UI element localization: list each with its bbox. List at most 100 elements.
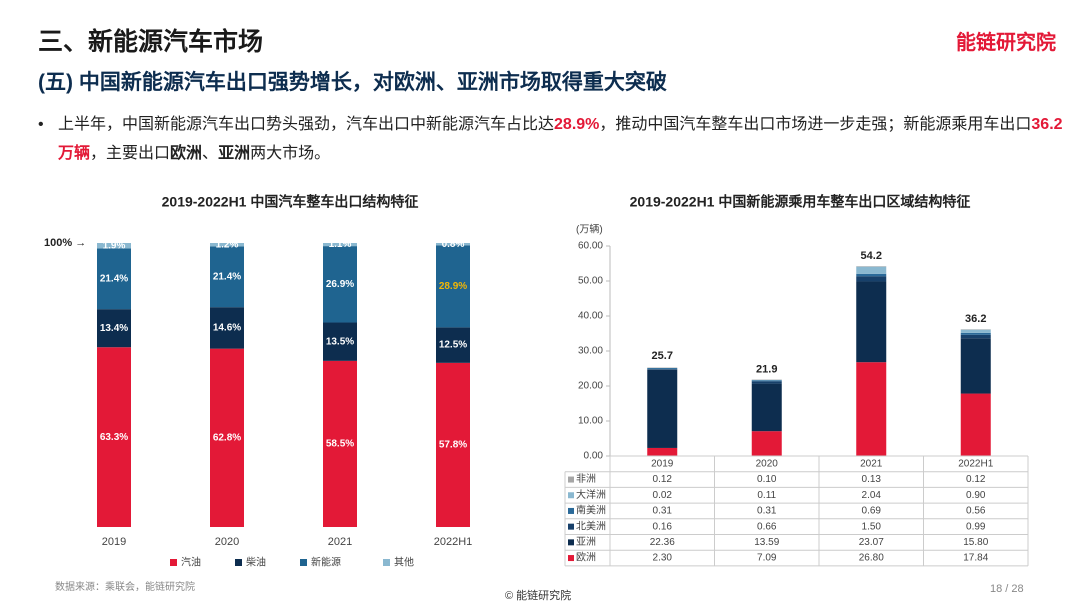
value-label: 1.1%	[329, 239, 352, 250]
table-cell: 0.31	[653, 506, 673, 517]
bar-segment	[751, 381, 782, 384]
total-label: 54.2	[861, 250, 882, 262]
bar-segment	[856, 362, 887, 456]
table-cell: 0.02	[653, 490, 673, 501]
bar-segment	[856, 273, 887, 277]
total-label: 21.9	[756, 363, 777, 375]
value-label: 63.3%	[100, 432, 128, 443]
x-tick-label: 2022H1	[434, 536, 473, 548]
bar-segment	[210, 246, 244, 308]
bar-segment	[97, 309, 131, 348]
value-label: 57.8%	[439, 440, 467, 451]
table-cell: 15.80	[963, 537, 988, 548]
bar-segment	[436, 243, 470, 246]
value-label: 62.8%	[213, 432, 241, 443]
table-cell: 0.16	[653, 521, 673, 532]
table-cell: 0.69	[862, 506, 882, 517]
logo: 能链研究院	[956, 32, 1056, 54]
legend-swatch	[170, 559, 177, 566]
bar-segment	[210, 243, 244, 247]
legend-label: 汽油	[181, 556, 201, 569]
legend-swatch	[568, 523, 574, 530]
y-tick-label: 40.00	[578, 311, 603, 322]
row-label: 大洋洲	[576, 488, 606, 501]
axis-title: (万辆)	[576, 223, 603, 236]
table-cell: 0.90	[966, 490, 986, 501]
value-label: 26.9%	[326, 279, 354, 290]
bar-segment	[647, 369, 678, 448]
page-number: 18 / 28	[990, 583, 1024, 595]
chart-title: 2019-2022H1 中国新能源乘用车整车出口区域结构特征	[630, 194, 971, 210]
text: 、	[202, 145, 219, 162]
x-tick-label: 2021	[328, 536, 352, 548]
table-cell: 0.13	[862, 474, 882, 485]
bar-segment	[856, 266, 887, 274]
chart-title: 2019-2022H1 中国汽车整车出口结构特征	[162, 194, 419, 210]
bar-segment	[323, 243, 357, 247]
table-cell: 0.10	[757, 474, 777, 485]
bar-segment	[960, 332, 991, 335]
bar-segment	[97, 248, 131, 310]
legend-swatch	[568, 539, 574, 546]
text: ，主要出口	[90, 145, 171, 162]
row-label: 欧洲	[576, 552, 596, 564]
table-cell: 0.11	[757, 490, 776, 501]
copyright: © 能链研究院	[505, 590, 572, 602]
table-cell: 0.12	[966, 474, 986, 485]
table-cell: 0.31	[757, 506, 777, 517]
table-cell: 17.84	[963, 553, 988, 564]
x-tick-label: 2020	[215, 536, 239, 548]
text: 两大市场。	[250, 145, 331, 162]
legend-swatch	[568, 476, 574, 483]
table-cell: 0.56	[966, 506, 986, 517]
source: 数据来源：乘联会，能链研究院	[55, 582, 195, 593]
legend-swatch	[235, 559, 242, 566]
value-label: 13.4%	[100, 323, 128, 334]
bar-segment	[960, 393, 991, 456]
y-tick-label: 20.00	[578, 381, 603, 392]
legend-swatch	[568, 507, 574, 514]
legend-swatch	[568, 555, 574, 562]
x-tick-label: 2021	[860, 458, 883, 469]
bar-segment	[751, 380, 782, 382]
value-label: 13.5%	[326, 336, 354, 347]
row-label: 北美洲	[576, 519, 606, 532]
x-tick-label: 2020	[756, 458, 779, 469]
highlight: 28.9%	[554, 116, 600, 133]
bar-segment	[647, 369, 678, 370]
table-cell: 7.09	[757, 553, 777, 564]
bar-segment	[436, 327, 470, 363]
bar-segment	[647, 368, 678, 370]
value-label: 28.9%	[439, 281, 467, 292]
bar-segment	[960, 338, 991, 394]
legend-swatch	[300, 559, 307, 566]
legend-label: 柴油	[246, 556, 266, 569]
x-tick-label: 2019	[102, 536, 126, 548]
table-cell: 0.66	[757, 521, 777, 532]
y-tick-label: 60.00	[578, 241, 603, 252]
y-tick-label: 10.00	[578, 416, 603, 427]
bar-segment	[960, 334, 991, 339]
slide-title: 三、新能源汽车市场	[38, 28, 264, 56]
bar-segment	[436, 245, 470, 328]
value-label: 1.9%	[103, 240, 126, 251]
value-label: 58.5%	[326, 439, 354, 450]
text: ，推动中国汽车整车出口市场进一步走强；新能源乘用车出口	[599, 116, 1032, 133]
legend-label: 其他	[394, 556, 414, 569]
bar-segment	[960, 329, 991, 333]
table-cell: 26.80	[859, 553, 884, 564]
highlight: 36.2万辆	[58, 116, 1063, 162]
bar-segment	[436, 362, 470, 527]
table-cell: 0.12	[653, 474, 673, 485]
legend-label: 新能源	[311, 556, 341, 569]
row-label: 亚洲	[576, 536, 596, 548]
value-label: 0.8%	[442, 239, 465, 250]
x-tick-label: 2022H1	[958, 458, 993, 469]
row-label: 非洲	[576, 473, 596, 485]
bar-segment	[323, 322, 357, 361]
bar-segment	[856, 276, 887, 282]
y-tick-label: 0.00	[584, 451, 604, 462]
bar-segment	[97, 347, 131, 527]
table-cell: 2.04	[862, 490, 882, 501]
